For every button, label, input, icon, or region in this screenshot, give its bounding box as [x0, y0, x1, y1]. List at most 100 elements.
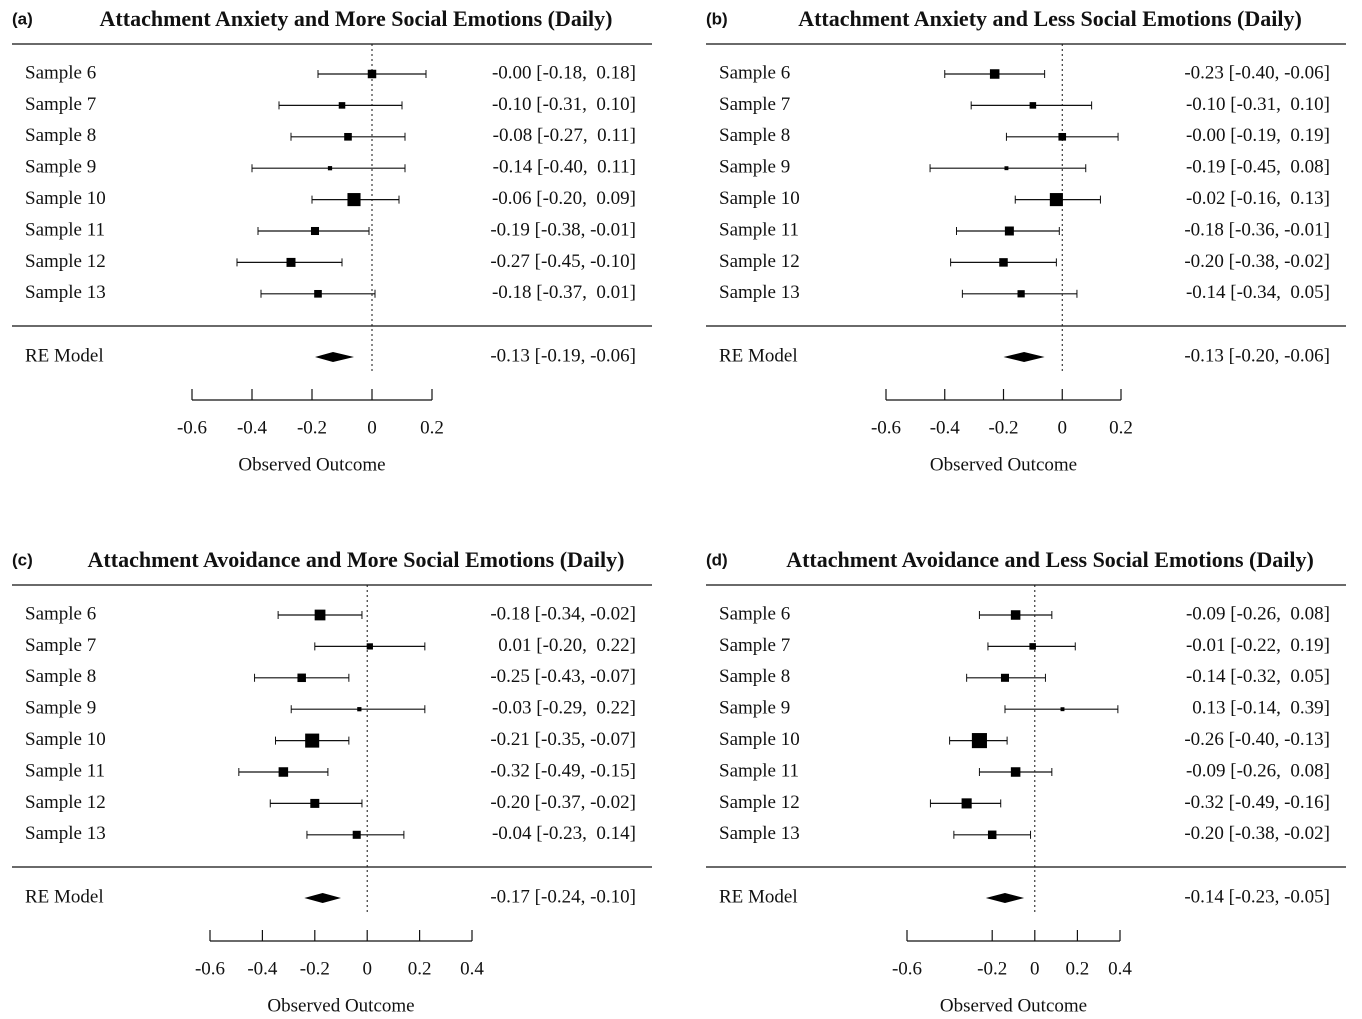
study-estimate: -0.14 [-0.32, 0.05]: [1186, 666, 1330, 687]
panel-title: Attachment Anxiety and More Social Emoti…: [100, 6, 613, 31]
panel-title: Attachment Avoidance and More Social Emo…: [88, 547, 625, 572]
estimate-square: [366, 643, 373, 650]
study-estimate: -0.09 [-0.26, 0.08]: [1186, 760, 1330, 781]
x-tick-label: -0.6: [177, 417, 207, 438]
study-estimate: -0.02 [-0.16, 0.13]: [1186, 188, 1330, 209]
summary-estimate: -0.13 [-0.19, -0.06]: [490, 345, 636, 366]
estimate-square: [1029, 643, 1036, 650]
x-tick-label: -0.4: [237, 417, 268, 438]
x-tick-label: -0.2: [988, 417, 1018, 438]
x-tick-label: 0.2: [1109, 417, 1133, 438]
summary-name: RE Model: [25, 345, 104, 366]
study-estimate: -0.14 [-0.34, 0.05]: [1186, 282, 1330, 303]
study-name: Sample 6: [719, 603, 790, 624]
study-name: Sample 9: [25, 698, 96, 719]
x-tick-label: 0: [367, 417, 377, 438]
estimate-square: [1004, 166, 1009, 171]
x-tick-label: 0: [362, 958, 372, 979]
study-name: Sample 13: [25, 282, 106, 303]
summary-estimate: -0.17 [-0.24, -0.10]: [490, 886, 636, 907]
study-name: Sample 11: [25, 760, 105, 781]
estimate-square: [1029, 102, 1037, 109]
study-name: Sample 10: [25, 729, 106, 750]
summary-name: RE Model: [719, 345, 798, 366]
x-axis-label: Observed Outcome: [238, 454, 385, 475]
study-name: Sample 7: [25, 94, 96, 115]
summary-diamond: [1003, 352, 1045, 362]
study-estimate: -0.20 [-0.37, -0.02]: [490, 792, 636, 813]
x-tick-label: -0.2: [297, 417, 327, 438]
study-name: Sample 10: [719, 188, 800, 209]
study-estimate: -0.18 [-0.34, -0.02]: [490, 603, 636, 624]
study-estimate: -0.09 [-0.26, 0.08]: [1186, 603, 1330, 624]
study-estimate: -0.20 [-0.38, -0.02]: [1184, 823, 1330, 844]
study-name: Sample 6: [719, 62, 790, 83]
study-estimate: -0.10 [-0.31, 0.10]: [1186, 94, 1330, 115]
estimate-square: [987, 830, 997, 840]
study-estimate: -0.06 [-0.20, 0.09]: [492, 188, 636, 209]
x-axis-label: Observed Outcome: [267, 995, 414, 1016]
x-axis-label: Observed Outcome: [940, 995, 1087, 1016]
estimate-square: [347, 193, 361, 207]
estimate-square: [1004, 226, 1014, 236]
estimate-square: [305, 733, 320, 748]
study-estimate: -0.20 [-0.38, -0.02]: [1184, 251, 1330, 272]
study-name: Sample 9: [25, 157, 96, 178]
study-estimate: 0.01 [-0.20, 0.22]: [494, 635, 636, 656]
study-estimate: -0.10 [-0.31, 0.10]: [492, 94, 636, 115]
estimate-square: [1000, 673, 1009, 682]
study-estimate: -0.27 [-0.45, -0.10]: [490, 251, 636, 272]
estimate-square: [367, 69, 377, 79]
x-tick-label: 0: [1058, 417, 1068, 438]
panel-label: (d): [706, 550, 728, 569]
study-name: Sample 13: [719, 282, 800, 303]
estimate-square: [327, 166, 333, 171]
estimate-square: [971, 733, 987, 749]
study-name: Sample 6: [25, 603, 96, 624]
estimate-square: [297, 673, 306, 683]
estimate-square: [310, 226, 320, 236]
summary-estimate: -0.13 [-0.20, -0.06]: [1184, 345, 1330, 366]
study-estimate: 0.13 [-0.14, 0.39]: [1188, 698, 1330, 719]
estimate-square: [344, 132, 352, 141]
study-name: Sample 11: [25, 219, 105, 240]
estimate-square: [1010, 767, 1021, 777]
study-name: Sample 11: [719, 760, 799, 781]
estimate-square: [338, 102, 346, 109]
study-estimate: -0.19 [-0.45, 0.08]: [1186, 157, 1330, 178]
estimate-square: [286, 257, 296, 267]
study-estimate: -0.08 [-0.27, 0.11]: [493, 125, 636, 146]
summary-diamond: [315, 352, 354, 362]
estimate-square: [1010, 610, 1021, 620]
x-tick-label: 0.2: [420, 417, 444, 438]
study-estimate: -0.04 [-0.23, 0.14]: [492, 823, 636, 844]
study-name: Sample 8: [25, 125, 96, 146]
panel-label: (c): [12, 550, 33, 569]
study-name: Sample 12: [25, 251, 106, 272]
summary-diamond: [304, 893, 341, 903]
estimate-square: [989, 69, 1000, 79]
estimate-square: [1060, 707, 1065, 712]
estimate-square: [1017, 290, 1025, 298]
estimate-square: [999, 258, 1008, 267]
study-name: Sample 8: [719, 666, 790, 687]
panel-label: (a): [12, 9, 33, 28]
study-name: Sample 7: [719, 94, 790, 115]
study-name: Sample 13: [719, 823, 800, 844]
study-name: Sample 7: [25, 635, 96, 656]
x-tick-label: -0.4: [930, 417, 961, 438]
x-tick-label: 0.2: [1066, 958, 1090, 979]
study-name: Sample 13: [25, 823, 106, 844]
estimate-square: [314, 289, 322, 298]
study-name: Sample 9: [719, 157, 790, 178]
study-name: Sample 8: [719, 125, 790, 146]
study-estimate: -0.00 [-0.19, 0.19]: [1186, 125, 1330, 146]
study-estimate: -0.19 [-0.38, -0.01]: [490, 219, 636, 240]
estimate-square: [310, 798, 320, 808]
summary-diamond: [985, 893, 1025, 903]
x-tick-label: 0.4: [1108, 958, 1132, 979]
x-tick-label: -0.2: [300, 958, 330, 979]
study-estimate: -0.21 [-0.35, -0.07]: [490, 729, 636, 750]
study-estimate: -0.14 [-0.40, 0.11]: [493, 157, 636, 178]
